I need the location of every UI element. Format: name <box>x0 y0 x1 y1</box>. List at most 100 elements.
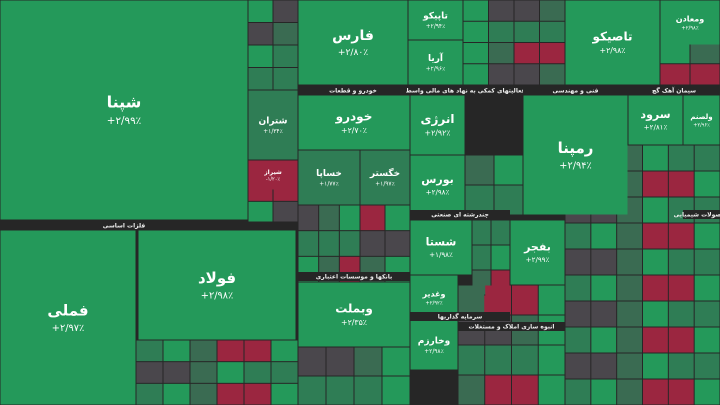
cell <box>668 379 694 405</box>
sector-label: محصولات شیمیایی <box>674 211 720 218</box>
cell <box>617 223 642 249</box>
tile-change: +۲/۹۲٪ <box>425 128 451 137</box>
sector-bar <box>408 86 523 95</box>
sector-bar <box>628 86 720 95</box>
cell <box>538 285 565 315</box>
cell <box>326 347 354 376</box>
tile-box <box>298 95 410 150</box>
tile: خودرو+۲/۷۰٪ <box>298 95 410 150</box>
tile-box <box>565 0 660 85</box>
cell <box>694 353 720 379</box>
sector-bar <box>523 86 628 95</box>
tile-change: +۲/۹۹٪ <box>526 255 550 264</box>
tile-name: ولصنم <box>690 113 712 121</box>
cell <box>668 327 694 353</box>
sector-label: انبوه سازی املاک و مستغلات <box>469 322 555 330</box>
tile: فولاد +۲/۹۸٪ <box>138 230 296 340</box>
tile-name: فولاد <box>198 269 236 287</box>
cell <box>382 347 410 376</box>
cell <box>463 64 488 85</box>
cell <box>360 205 385 231</box>
tile-name: خودرو <box>335 110 373 125</box>
tile-name: فملی <box>47 301 88 319</box>
cell <box>565 301 591 327</box>
cell <box>248 45 273 67</box>
cell <box>494 185 523 215</box>
tile-box <box>660 0 720 45</box>
tile: آریا +۲/۹۶٪ <box>408 40 463 85</box>
cell <box>540 64 565 85</box>
tile: بفجر+۲/۹۹٪ <box>510 220 565 285</box>
cell <box>485 345 511 375</box>
sector-label: چندرشته ای صنعتی <box>431 211 489 218</box>
tile-change: +۲/۸۱٪ <box>644 123 668 132</box>
cell <box>643 327 668 353</box>
sector-label: خودرو و قطعات <box>329 87 377 94</box>
cell <box>273 45 298 67</box>
tile-box <box>410 95 465 155</box>
cell <box>271 362 298 383</box>
cell <box>643 249 668 275</box>
cell <box>694 275 720 301</box>
cell <box>643 301 668 327</box>
cell <box>565 379 591 405</box>
cell <box>668 353 694 379</box>
tile: رمپنا +۲/۹۴٪ <box>523 95 628 215</box>
tile-box <box>248 90 298 160</box>
tile-name: آریا <box>428 52 444 64</box>
cell <box>190 340 217 362</box>
cell <box>643 145 668 171</box>
tile-box <box>298 150 360 205</box>
cell <box>540 21 565 42</box>
tile-box <box>410 220 472 275</box>
tile: شستا+۱/۹۸٪ <box>410 220 472 275</box>
cell <box>668 171 694 197</box>
cell <box>643 275 668 301</box>
tile-name: انرژی <box>421 112 455 126</box>
cell <box>458 375 485 405</box>
cell <box>591 223 617 249</box>
cell <box>326 376 354 405</box>
cell <box>694 379 720 405</box>
cell <box>190 362 217 383</box>
tile-change: +۲/۹۶٪ <box>693 122 710 128</box>
tile-box <box>408 40 463 85</box>
tile-name: وغدیر <box>421 289 445 298</box>
cell <box>591 249 617 275</box>
cell <box>136 383 163 405</box>
tile-box <box>410 155 465 215</box>
tile-box <box>298 282 410 347</box>
tile-name: خگستر <box>369 167 400 179</box>
cell <box>565 327 591 353</box>
tile: شیراز-۱/۲۰٪ <box>248 160 298 190</box>
tile-change: +۱/۹۸٪ <box>429 250 453 259</box>
tile-change: +۱/۷۷٪ <box>319 181 338 187</box>
cell <box>273 0 298 22</box>
cell <box>385 231 410 256</box>
tile-name: شستا <box>426 236 457 249</box>
cell <box>248 68 273 90</box>
cell <box>694 249 720 275</box>
tile-change: +۲/۹۴٪ <box>559 161 591 172</box>
tile-change: +۲/۹۸٪ <box>426 188 450 197</box>
tile-name: وبملت <box>335 302 373 317</box>
tile: ومعادن +۲/۹۸٪ <box>660 0 720 45</box>
sector-bar <box>0 221 248 230</box>
cell <box>540 0 565 21</box>
tile-name: فارس <box>332 28 374 44</box>
cell <box>643 379 668 405</box>
cell <box>694 171 720 197</box>
cell <box>136 340 163 362</box>
tile-change: +۲/۹۴٪ <box>426 24 445 30</box>
tile-name: شپنا <box>107 92 142 112</box>
cell <box>298 231 319 256</box>
sector-label: فنی و مهندسی <box>553 87 599 94</box>
cell <box>217 383 244 405</box>
tile: سرود +۲/۸۱٪ <box>628 95 683 145</box>
cell <box>565 223 591 249</box>
tile-name: خساپا <box>316 169 342 179</box>
tile: فملی +۲/۹۷٪ <box>0 230 136 405</box>
cell <box>512 285 538 315</box>
cell <box>512 345 538 375</box>
